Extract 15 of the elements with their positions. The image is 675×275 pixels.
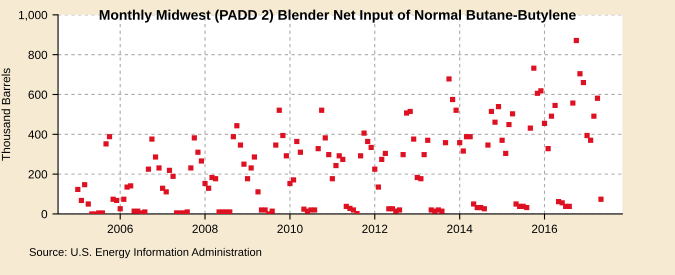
- y-tick-label: 1,000: [18, 10, 48, 21]
- y-tick-label: 600: [28, 90, 48, 99]
- y-tick-label: 0: [42, 210, 48, 218]
- x-tick-label: 2012: [362, 224, 388, 234]
- x-tick-label: 2008: [192, 224, 218, 234]
- x-tick-label: 2010: [277, 224, 303, 234]
- x-tick-label: 2006: [108, 224, 133, 234]
- y-tick-label: 800: [28, 50, 48, 60]
- x-tick-label: 2016: [532, 224, 558, 234]
- y-tick-label: 400: [28, 130, 48, 139]
- source-note: Source: U.S. Energy Information Administration: [30, 248, 262, 258]
- y-tick-label: 200: [28, 170, 48, 179]
- chart-title: Monthly Midwest (PADD 2) Blender Net Input of Normal Butane-Butylene: [100, 10, 576, 23]
- y-axis-title: Thousand Barrels: [2, 68, 10, 161]
- x-tick-label: 2014: [447, 224, 472, 234]
